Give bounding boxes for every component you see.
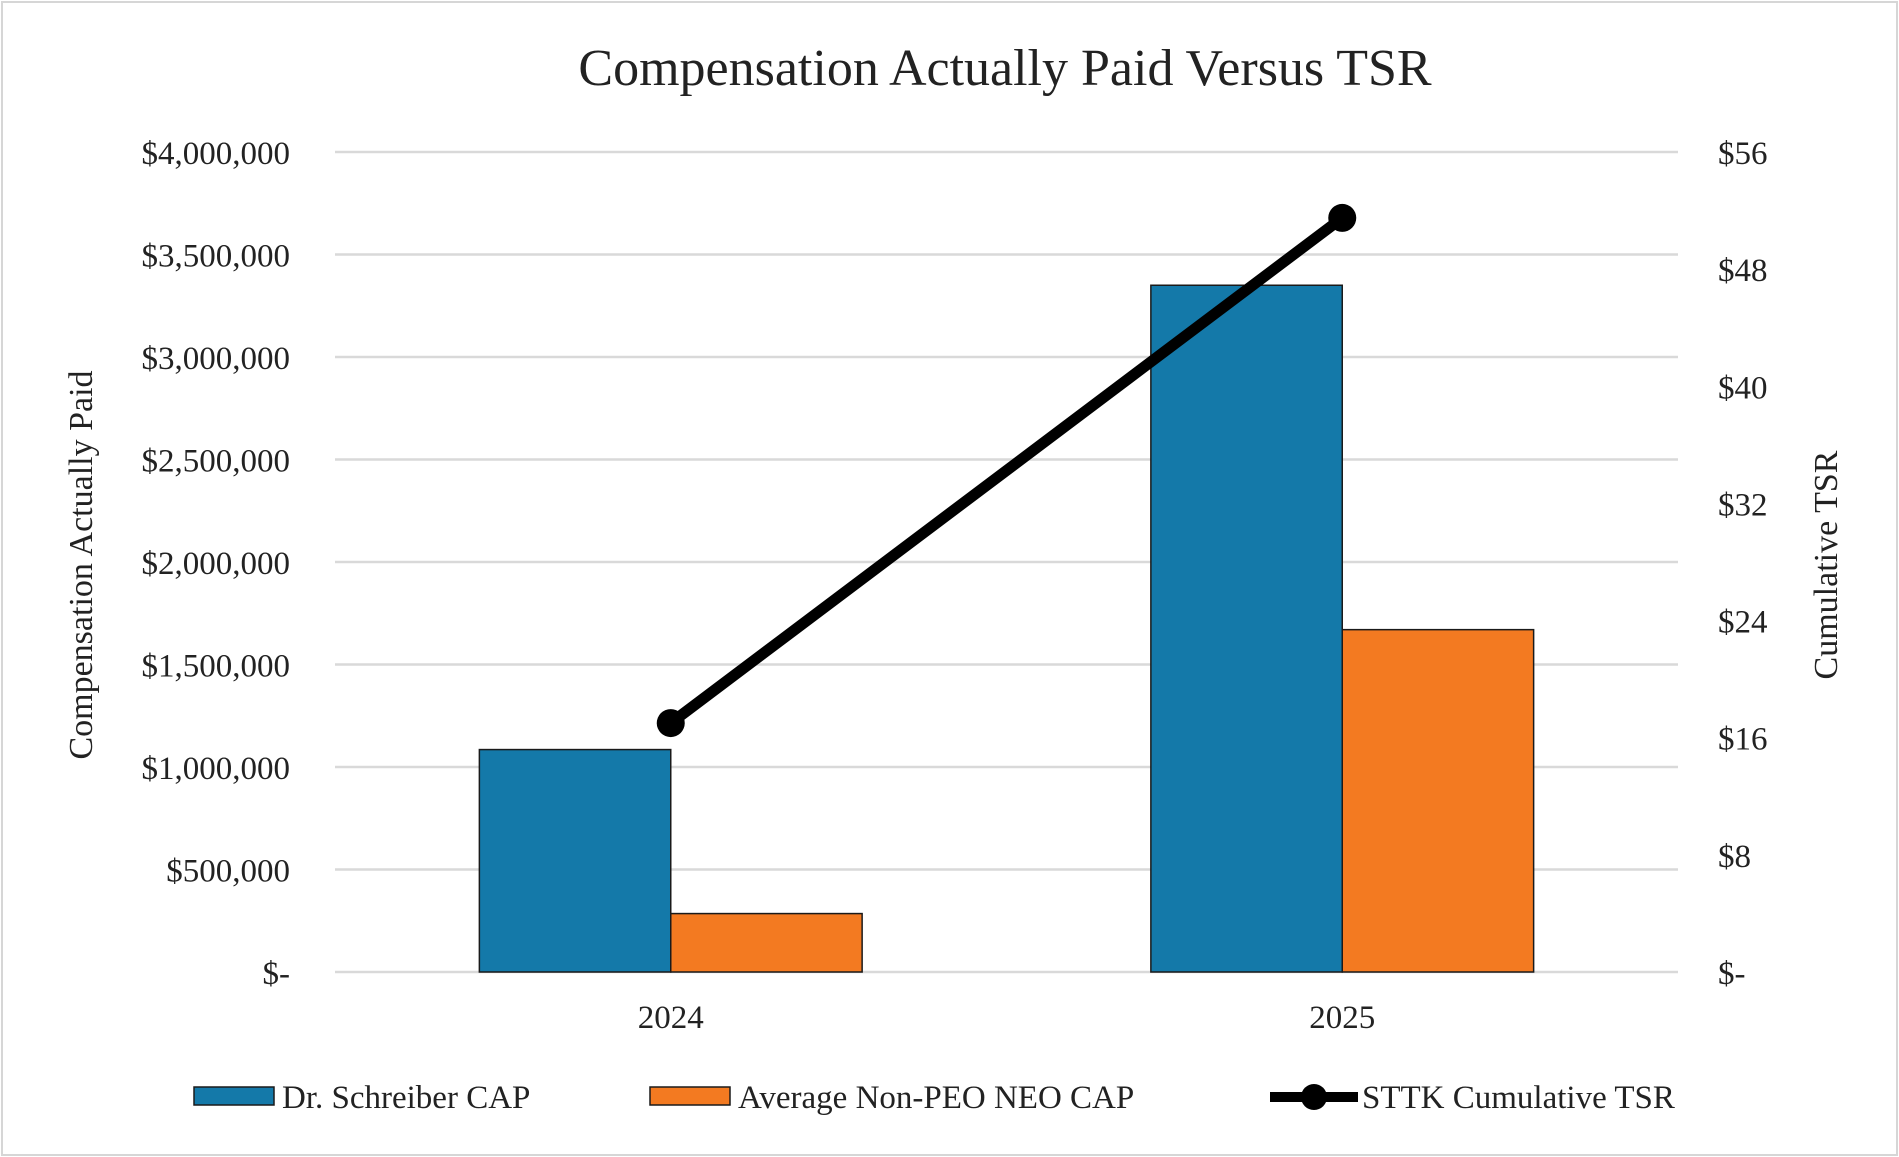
- y-axis-ticks: $- $500,000 $1,000,000 $1,500,000 $2,000,000…: [142, 136, 291, 992]
- y-tick-label: $3,000,000: [142, 341, 291, 377]
- x-axis-ticks: 2024 2025: [638, 1000, 1376, 1036]
- y2-tick-label: $56: [1718, 136, 1768, 172]
- y-axis-label: Compensation Actually Paid: [63, 370, 100, 759]
- x-tick-label: 2024: [638, 1000, 704, 1036]
- y-tick-label: $3,500,000: [142, 239, 291, 275]
- legend-label-non-peo: Average Non-PEO NEO CAP: [738, 1080, 1134, 1116]
- y2-tick-label: $-: [1718, 956, 1746, 992]
- legend: Dr. Schreiber CAP Average Non-PEO NEO CA…: [193, 1080, 1675, 1116]
- line-series: [656, 203, 1357, 738]
- chart-title: Compensation Actually Paid Versus TSR: [578, 40, 1432, 97]
- bar-non-peo-2024: [670, 912, 863, 973]
- legend-swatch-tsr-marker: [1301, 1084, 1327, 1110]
- y2-tick-label: $8: [1718, 839, 1751, 875]
- y2-tick-label: $24: [1718, 605, 1768, 641]
- y2-axis-label: Cumulative TSR: [1808, 450, 1845, 679]
- legend-swatch-non-peo: [649, 1086, 731, 1106]
- tsr-point-2025: [1328, 203, 1357, 232]
- legend-swatch-schreiber: [193, 1086, 275, 1106]
- bar-schreiber-2024: [478, 748, 672, 973]
- y-tick-label: $500,000: [166, 854, 290, 890]
- y-tick-label: $-: [263, 956, 291, 992]
- x-tick-label: 2025: [1309, 1000, 1375, 1036]
- y2-tick-label: $40: [1718, 370, 1768, 406]
- y-tick-label: $1,500,000: [142, 649, 291, 685]
- bar-series: [478, 284, 1535, 973]
- tsr-point-2024: [656, 709, 685, 738]
- y2-axis-ticks: $- $8 $16 $24 $32 $40 $48 $56: [1718, 136, 1768, 992]
- y-tick-label: $2,500,000: [142, 444, 291, 480]
- y2-tick-label: $16: [1718, 722, 1768, 758]
- bar-schreiber-2025: [1150, 284, 1344, 973]
- legend-label-schreiber: Dr. Schreiber CAP: [282, 1080, 530, 1116]
- y-tick-label: $2,000,000: [142, 546, 291, 582]
- y2-tick-label: $32: [1718, 487, 1768, 523]
- bar-non-peo-2025: [1341, 628, 1535, 973]
- y-tick-label: $1,000,000: [142, 751, 291, 787]
- y2-tick-label: $48: [1718, 253, 1768, 289]
- legend-label-tsr: STTK Cumulative TSR: [1362, 1080, 1675, 1116]
- tsr-line: [665, 212, 1348, 729]
- y-tick-label: $4,000,000: [142, 136, 291, 172]
